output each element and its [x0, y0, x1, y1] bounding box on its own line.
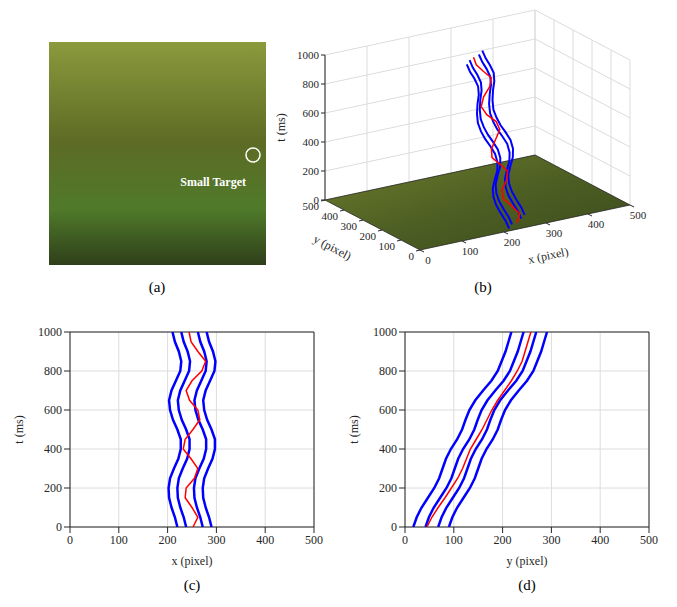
svg-text:0: 0: [314, 194, 320, 206]
svg-text:300: 300: [207, 533, 225, 547]
svg-text:400: 400: [303, 136, 320, 148]
svg-text:x (pixel): x (pixel): [527, 244, 570, 266]
svg-text:t (ms): t (ms): [274, 113, 288, 141]
svg-text:200: 200: [360, 230, 377, 242]
svg-text:1000: 1000: [373, 325, 397, 339]
svg-text:200: 200: [159, 533, 177, 547]
svg-text:400: 400: [588, 218, 605, 230]
svg-text:0: 0: [425, 254, 431, 266]
svg-text:300: 300: [542, 533, 560, 547]
svg-text:200: 200: [44, 481, 62, 495]
svg-text:(a): (a): [149, 279, 166, 296]
svg-text:600: 600: [379, 403, 397, 417]
svg-text:0: 0: [67, 533, 73, 547]
svg-text:400: 400: [256, 533, 274, 547]
svg-text:500: 500: [302, 200, 319, 212]
svg-text:500: 500: [640, 533, 658, 547]
svg-text:500: 500: [305, 533, 323, 547]
svg-text:Small Target: Small Target: [180, 175, 246, 189]
html-text:(c): (c): [183, 577, 201, 593]
svg-text:400: 400: [591, 533, 609, 547]
svg-text:100: 100: [110, 533, 128, 547]
svg-text:x (pixel): x (pixel): [172, 554, 213, 568]
html-text:(d): (d): [518, 577, 536, 593]
svg-text:800: 800: [379, 364, 397, 378]
svg-text:100: 100: [445, 533, 463, 547]
svg-text:400: 400: [322, 210, 339, 222]
svg-text:0: 0: [409, 250, 415, 262]
svg-text:y (pixel): y (pixel): [311, 232, 354, 264]
svg-text:200: 200: [303, 165, 320, 177]
svg-text:t (ms): t (ms): [12, 415, 26, 443]
svg-text:300: 300: [341, 220, 358, 232]
svg-text:t (ms): t (ms): [347, 415, 361, 443]
svg-text:1000: 1000: [297, 49, 320, 61]
svg-text:400: 400: [379, 442, 397, 456]
svg-text:100: 100: [462, 245, 479, 257]
svg-text:800: 800: [44, 364, 62, 378]
svg-text:400: 400: [44, 442, 62, 456]
svg-text:500: 500: [630, 209, 647, 221]
svg-text:200: 200: [504, 236, 521, 248]
svg-text:800: 800: [303, 78, 320, 90]
svg-text:200: 200: [379, 481, 397, 495]
svg-text:200: 200: [494, 533, 512, 547]
svg-text:100: 100: [379, 240, 396, 252]
svg-text:(b): (b): [474, 279, 492, 296]
svg-text:y (pixel): y (pixel): [507, 554, 548, 568]
svg-text:0: 0: [56, 520, 62, 534]
svg-text:0: 0: [391, 520, 397, 534]
svg-text:300: 300: [546, 227, 563, 239]
svg-text:600: 600: [44, 403, 62, 417]
svg-text:1000: 1000: [38, 325, 62, 339]
svg-text:600: 600: [303, 107, 320, 119]
svg-text:0: 0: [402, 533, 408, 547]
